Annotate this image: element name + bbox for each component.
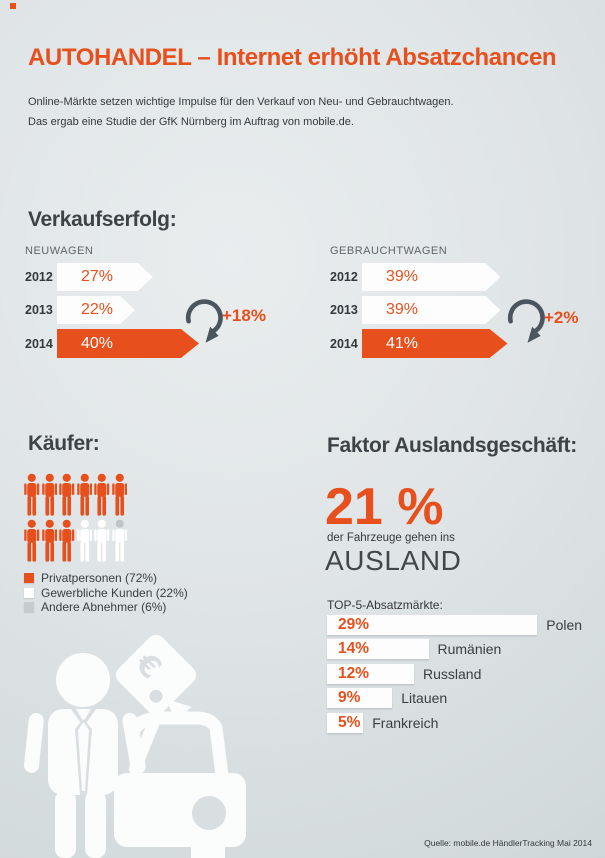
market-value: 5% bbox=[338, 713, 361, 731]
year-label: 2013 bbox=[25, 303, 53, 317]
foreign-heading: Faktor Auslandsgeschäft: bbox=[327, 434, 577, 457]
market-bar: 9% bbox=[327, 688, 393, 709]
year-label: 2012 bbox=[25, 270, 53, 284]
top5-chart: 29% Polen 14% Rumänien 12% Russland 9% L… bbox=[327, 615, 582, 737]
legend-swatch-orange bbox=[24, 573, 34, 584]
subtitle-line-2: Das ergab eine Studie der GfK Nürnberg i… bbox=[28, 116, 354, 128]
person-icon bbox=[111, 519, 127, 562]
market-row: 14% Rumänien bbox=[327, 639, 582, 660]
buyers-heading: Käufer: bbox=[28, 432, 100, 455]
page-title: AUTOHANDEL – Internet erhöht Absatzchanc… bbox=[28, 44, 557, 71]
buyers-legend: Privatpersonen (72%) Gewerbliche Kunden … bbox=[24, 571, 188, 615]
foreign-share-value: 21 % bbox=[325, 478, 444, 536]
value-bar-highlight: 40% bbox=[57, 329, 199, 358]
market-country: Russland bbox=[423, 665, 482, 682]
market-row: 29% Polen bbox=[327, 615, 582, 635]
bar-row: 2013 22% bbox=[25, 296, 199, 324]
foreign-share-word: AUSLAND bbox=[325, 545, 462, 576]
legend-swatch-white bbox=[24, 587, 34, 598]
person-icon bbox=[59, 473, 75, 516]
person-icon bbox=[76, 473, 92, 516]
legend-swatch-gray bbox=[24, 602, 34, 613]
bar-value: 39% bbox=[386, 301, 419, 318]
market-country: Polen bbox=[546, 617, 583, 633]
bar-row: 2012 39% bbox=[330, 263, 508, 291]
neuwagen-label: NEUWAGEN bbox=[25, 245, 94, 257]
market-country: Frankreich bbox=[372, 714, 439, 731]
person-icon bbox=[24, 473, 40, 516]
legend-item-commercial: Gewerbliche Kunden (22%) bbox=[24, 586, 188, 601]
bar-value: 40% bbox=[81, 334, 114, 352]
page-subtitle: Online-Märkte setzen wichtige Impulse fü… bbox=[28, 92, 454, 132]
bar-value: 22% bbox=[81, 301, 114, 318]
dealer-silhouette bbox=[24, 653, 146, 858]
market-row: 12% Russland bbox=[327, 663, 582, 684]
market-bar: 5% bbox=[327, 712, 364, 733]
bar-row: 2012 27% bbox=[25, 263, 199, 291]
gebrauchtwagen-chart: 2012 39% 2013 39% 2014 41% bbox=[330, 263, 508, 363]
brand-logo-square bbox=[10, 3, 16, 9]
sales-heading: Verkaufserfolg: bbox=[28, 208, 177, 231]
source-note: Quelle: mobile.de HändlerTracking Mai 20… bbox=[424, 838, 592, 848]
delta-neuwagen: +18% bbox=[222, 306, 266, 325]
market-row: 9% Litauen bbox=[327, 688, 582, 709]
market-bar: 29% bbox=[327, 615, 538, 635]
person-icon bbox=[76, 519, 92, 562]
person-icon bbox=[94, 519, 110, 562]
legend-item-other: Andere Abnehmer (6%) bbox=[24, 600, 188, 615]
value-bar-highlight: 41% bbox=[362, 329, 508, 358]
market-country: Rumänien bbox=[437, 641, 502, 658]
market-value: 9% bbox=[338, 689, 361, 707]
bar-value: 39% bbox=[386, 268, 419, 285]
neuwagen-chart: 2012 27% 2013 22% 2014 40% bbox=[25, 263, 199, 363]
buyers-icon-grid bbox=[24, 473, 132, 565]
gebrauchtwagen-label: GEBRAUCHTWAGEN bbox=[330, 245, 448, 257]
value-bar: 27% bbox=[57, 263, 153, 291]
value-bar: 39% bbox=[362, 263, 500, 291]
foreign-share-caption: der Fahrzeuge gehen ins bbox=[327, 532, 455, 544]
market-country: Litauen bbox=[401, 690, 448, 707]
bar-value: 41% bbox=[386, 334, 419, 352]
year-label: 2013 bbox=[330, 303, 358, 317]
person-icon bbox=[41, 519, 57, 562]
bar-row: 2013 39% bbox=[330, 296, 508, 324]
subtitle-line-1: Online-Märkte setzen wichtige Impulse fü… bbox=[28, 96, 454, 108]
market-bar: 14% bbox=[327, 639, 429, 660]
market-value: 14% bbox=[338, 640, 370, 658]
market-value: 12% bbox=[338, 664, 370, 682]
person-icon bbox=[41, 473, 57, 516]
bar-row-highlight: 2014 41% bbox=[330, 329, 508, 358]
bar-value: 27% bbox=[81, 268, 114, 285]
legend-item-private: Privatpersonen (72%) bbox=[24, 571, 188, 586]
year-label: 2014 bbox=[25, 336, 53, 351]
person-icon bbox=[59, 519, 75, 562]
value-bar: 22% bbox=[57, 296, 135, 324]
curved-arrow-icon bbox=[507, 299, 545, 343]
person-icon bbox=[24, 519, 40, 562]
value-bar: 39% bbox=[362, 296, 500, 324]
curved-arrow-icon bbox=[185, 299, 223, 343]
tag-pointer bbox=[166, 699, 192, 720]
dealer-car-illustration: € bbox=[24, 634, 246, 858]
year-label: 2012 bbox=[330, 270, 358, 284]
market-value: 29% bbox=[338, 616, 370, 633]
person-icon bbox=[111, 473, 127, 516]
market-bar: 12% bbox=[327, 663, 414, 684]
person-icon bbox=[94, 473, 110, 516]
bar-row-highlight: 2014 40% bbox=[25, 329, 199, 358]
delta-gebrauchtwagen: +2% bbox=[544, 308, 579, 327]
top5-label: TOP-5-Absatzmärkte: bbox=[327, 598, 443, 612]
year-label: 2014 bbox=[330, 336, 358, 351]
market-row: 5% Frankreich bbox=[327, 712, 582, 733]
